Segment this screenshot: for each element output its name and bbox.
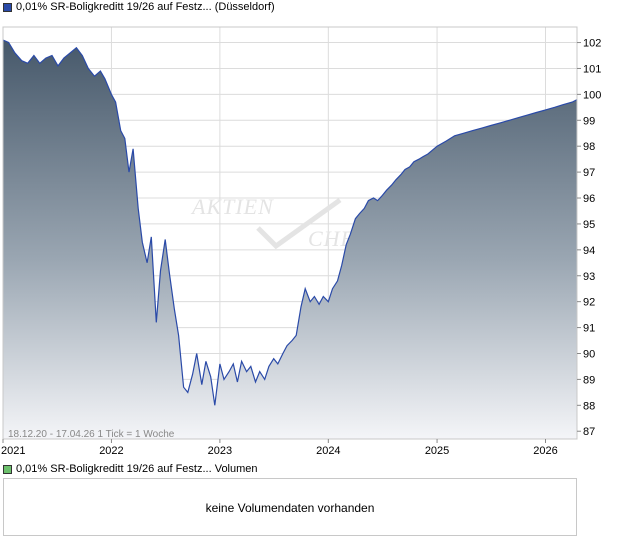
- legend-main-swatch: [3, 2, 12, 12]
- y-tick-label: 88: [583, 400, 595, 412]
- watermark-check-icon: [256, 197, 342, 250]
- y-tick-label: 94: [583, 245, 595, 257]
- price-area: [3, 40, 577, 439]
- legend-volume-swatch: [3, 464, 12, 474]
- x-tick-label: 2024: [316, 445, 340, 457]
- y-tick-label: 91: [583, 323, 595, 335]
- x-axis-ticks: 2021 2022 2023 2024 2025 2026: [1, 439, 558, 457]
- x-tick-label: 2026: [533, 445, 557, 457]
- x-tick-label: 2022: [99, 445, 123, 457]
- y-tick-label: 95: [583, 219, 595, 231]
- y-tick-label: 93: [583, 271, 595, 283]
- legend-volume-label: 0,01% SR-Boligkreditt 19/26 auf Festz...…: [16, 463, 258, 475]
- y-tick-label: 101: [583, 63, 601, 75]
- y-tick-label: 98: [583, 141, 595, 153]
- price-chart: AKTIEN CHECK 878889909192939495969798991…: [1, 26, 601, 457]
- y-tick-label: 97: [583, 167, 595, 179]
- y-tick-label: 100: [583, 89, 601, 101]
- legend-main: 0,01% SR-Boligkreditt 19/26 auf Festz...…: [3, 0, 275, 14]
- y-tick-label: 99: [583, 115, 595, 127]
- range-note: 18.12.20 - 17.04.26 1 Tick = 1 Woche: [8, 429, 175, 440]
- y-tick-label: 92: [583, 297, 595, 309]
- plot-border: [2, 26, 578, 440]
- legend-volume: 0,01% SR-Boligkreditt 19/26 auf Festz...…: [3, 462, 258, 476]
- x-tick-label: 2021: [1, 445, 25, 457]
- watermark-text-1: AKTIEN: [190, 194, 274, 219]
- y-tick-label: 96: [583, 193, 595, 205]
- y-axis-ticks: 87 88 89 90 91 92 93 94 95 96 97 98 99 100 101 102: [577, 38, 601, 438]
- x-tick-label: 2023: [208, 445, 232, 457]
- volume-empty-message: keine Volumendaten vorhanden: [205, 501, 375, 515]
- x-tick-label: 2025: [425, 445, 449, 457]
- y-tick-label: 87: [583, 426, 595, 438]
- volume-panel: keine Volumendaten vorhanden: [3, 478, 577, 536]
- y-tick-label: 90: [583, 348, 595, 360]
- y-tick-label: 102: [583, 38, 601, 50]
- y-tick-label: 89: [583, 374, 595, 386]
- legend-main-label: 0,01% SR-Boligkreditt 19/26 auf Festz...…: [16, 1, 275, 13]
- price-line: [2, 39, 578, 406]
